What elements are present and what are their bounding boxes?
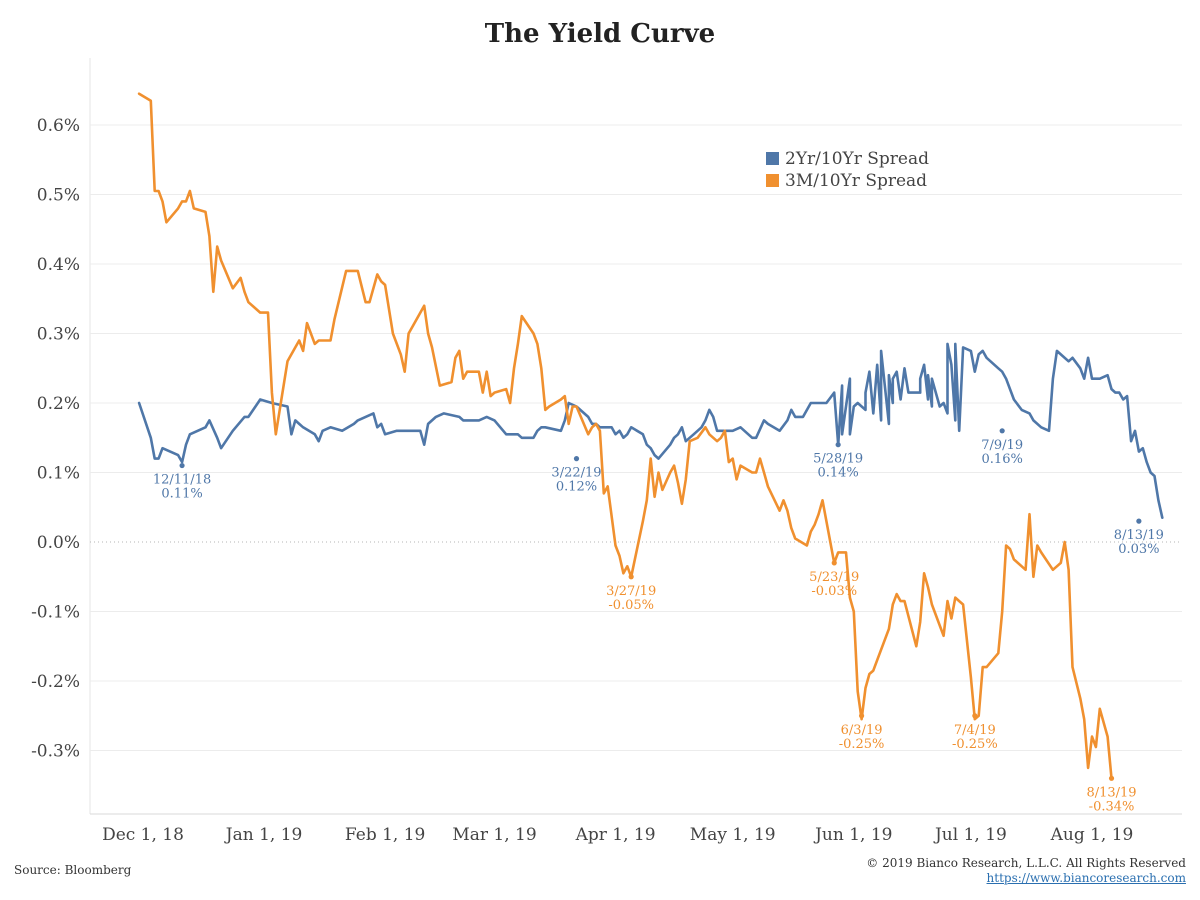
annotation-date-label: 6/3/19	[841, 723, 883, 738]
legend-swatch	[766, 152, 779, 165]
y-tick-label: 0.6%	[37, 116, 80, 136]
annotation-date-label: 8/13/19	[1114, 528, 1164, 543]
source-note: Source: Bloomberg	[14, 863, 132, 877]
y-tick-label: -0.2%	[31, 672, 80, 692]
annotation-marker	[858, 713, 865, 719]
x-tick-label: Apr 1, 19	[575, 825, 656, 845]
annotation-marker	[179, 462, 185, 469]
annotation-marker	[1108, 775, 1115, 781]
annotation-value-label: -0.25%	[952, 737, 998, 752]
copyright-text: © 2019 Bianco Research, L.L.C. All Right…	[866, 856, 1186, 870]
y-tick-label: 0.3%	[37, 325, 80, 345]
legend-label: 3M/10Yr Spread	[785, 171, 927, 191]
annotation-marker	[972, 713, 978, 719]
copyright-block: © 2019 Bianco Research, L.L.C. All Right…	[866, 856, 1186, 886]
y-tick-label: 0.1%	[37, 464, 80, 484]
y-tick-label: 0.4%	[37, 255, 80, 275]
annotation-date-label: 7/4/19	[954, 723, 996, 738]
annotation-date-label: 3/22/19	[551, 466, 601, 481]
website-link[interactable]: https://www.biancoresearch.com	[986, 871, 1186, 885]
x-tick-label: Aug 1, 19	[1050, 825, 1134, 845]
series-lines	[137, 92, 1164, 780]
annotation-value-label: 0.14%	[817, 466, 858, 481]
annotation-value-label: 0.11%	[161, 487, 202, 502]
y-tick-label: -0.1%	[31, 603, 80, 623]
x-tick-label: Jun 1, 19	[813, 825, 892, 845]
x-tick-label: May 1, 19	[690, 825, 776, 845]
y-tick-label: -0.3%	[31, 742, 80, 762]
x-tick-label: Jan 1, 19	[224, 825, 303, 845]
x-axis-ticks: Dec 1, 18 Jan 1, 19 Feb 1, 19 Mar 1, 19 Apr …	[102, 825, 1133, 845]
x-tick-label: Mar 1, 19	[452, 825, 536, 845]
series-line-2yr-10yr	[137, 342, 1164, 519]
y-tick-label: 0.2%	[37, 394, 80, 414]
annotation-marker	[628, 574, 634, 580]
annotation-date-label: 12/11/18	[153, 473, 211, 488]
y-tick-label: 0.5%	[37, 186, 80, 206]
annotations: 12/11/180.11% 3/22/190.12% 5/28/190.14% 7/9…	[153, 428, 1164, 814]
annotation-date-label: 5/28/19	[813, 452, 863, 467]
annotation-date-label: 3/27/19	[606, 584, 656, 599]
annotation-date-label: 7/9/19	[981, 438, 1023, 453]
y-axis-ticks: 0.6% 0.5% 0.4% 0.3% 0.2% 0.1% 0.0% -0.1% -0.2% -0…	[31, 116, 80, 762]
annotation-value-label: 0.16%	[982, 452, 1023, 467]
annotation-date-label: 8/13/19	[1086, 785, 1136, 800]
annotation-value-label: 0.03%	[1118, 542, 1159, 557]
x-tick-label: Jul 1, 19	[933, 825, 1007, 845]
annotation-marker	[1136, 518, 1142, 524]
annotation-value-label: -0.34%	[1089, 799, 1135, 814]
annotation-marker	[573, 456, 580, 462]
annotation-marker	[835, 442, 841, 448]
legend-swatch	[766, 174, 779, 187]
annotation-value-label: -0.03%	[811, 584, 857, 599]
chart-title: The Yield Curve	[485, 19, 715, 49]
annotation-value-label: -0.25%	[839, 737, 885, 752]
annotation-value-label: -0.05%	[608, 598, 654, 613]
annotation-marker	[831, 560, 837, 566]
annotation-marker	[999, 428, 1005, 434]
x-tick-label: Feb 1, 19	[345, 825, 425, 845]
y-tick-label: 0.0%	[37, 533, 80, 553]
annotation-date-label: 5/23/19	[809, 570, 859, 585]
annotation-value-label: 0.12%	[556, 480, 597, 495]
series-line-3m-10yr	[137, 92, 1113, 780]
legend-label: 2Yr/10Yr Spread	[785, 149, 929, 169]
x-tick-label: Dec 1, 18	[102, 825, 184, 845]
